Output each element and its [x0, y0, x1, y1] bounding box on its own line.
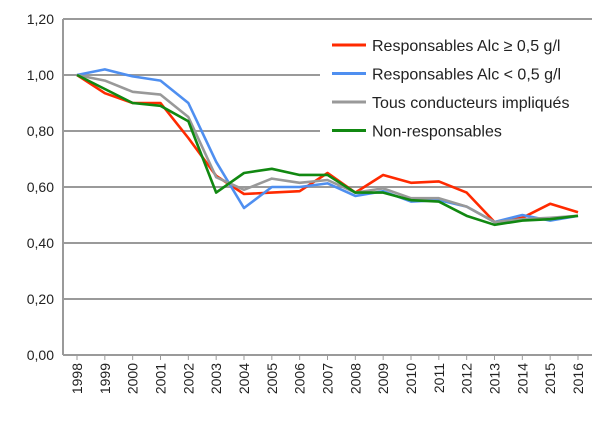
y-tick-label: 1,00 — [27, 67, 54, 83]
y-tick-label: 0,80 — [27, 123, 54, 139]
x-tick-label: 2009 — [375, 363, 391, 394]
x-tick-label: 2012 — [459, 363, 475, 394]
series-line — [76, 73, 579, 227]
series-line — [76, 73, 579, 224]
axes: 0,00 0,20 0,40 0,60 0,80 1,00 1,20 1998 1999 2000… — [27, 11, 592, 394]
x-tick-label: 2014 — [514, 363, 530, 394]
x-tick-label: 2013 — [487, 363, 503, 394]
x-tick-label: 2002 — [180, 363, 196, 394]
y-tick-label: 1,20 — [27, 11, 54, 27]
x-tick-label: 2008 — [347, 363, 363, 394]
x-tick-label: 2015 — [542, 363, 558, 394]
x-tick-label: 2004 — [236, 363, 252, 394]
x-tick-label: 2016 — [570, 363, 586, 394]
y-tick-label: 0,60 — [27, 179, 54, 195]
y-tick-label: 0,00 — [27, 347, 54, 363]
x-tick-label: 1999 — [97, 363, 113, 394]
y-tick-label: 0,20 — [27, 291, 54, 307]
x-tick-label: 2007 — [320, 363, 336, 394]
legend-label: Responsables Alc ≥ 0,5 g/l — [372, 38, 560, 55]
legend-label: Responsables Alc < 0,5 g/l — [372, 67, 561, 84]
x-tick-label: 2003 — [208, 363, 224, 394]
x-tick-label: 2006 — [292, 363, 308, 394]
legend-background — [320, 30, 600, 148]
y-tick-label: 0,40 — [27, 235, 54, 251]
x-tick-label: 2000 — [125, 363, 141, 394]
series-lines — [76, 68, 579, 227]
x-tick-label: 2010 — [403, 363, 419, 394]
x-tick-label: 2001 — [153, 363, 169, 394]
x-tick-label: 2005 — [264, 363, 280, 394]
x-tick-label: 2011 — [431, 363, 447, 393]
x-tick-label: 1998 — [69, 363, 85, 394]
legend-label: Non-responsables — [372, 124, 502, 141]
legend: Responsables Alc ≥ 0,5 g/l Responsables A… — [320, 30, 600, 148]
legend-label: Tous conducteurs impliqués — [372, 95, 569, 112]
